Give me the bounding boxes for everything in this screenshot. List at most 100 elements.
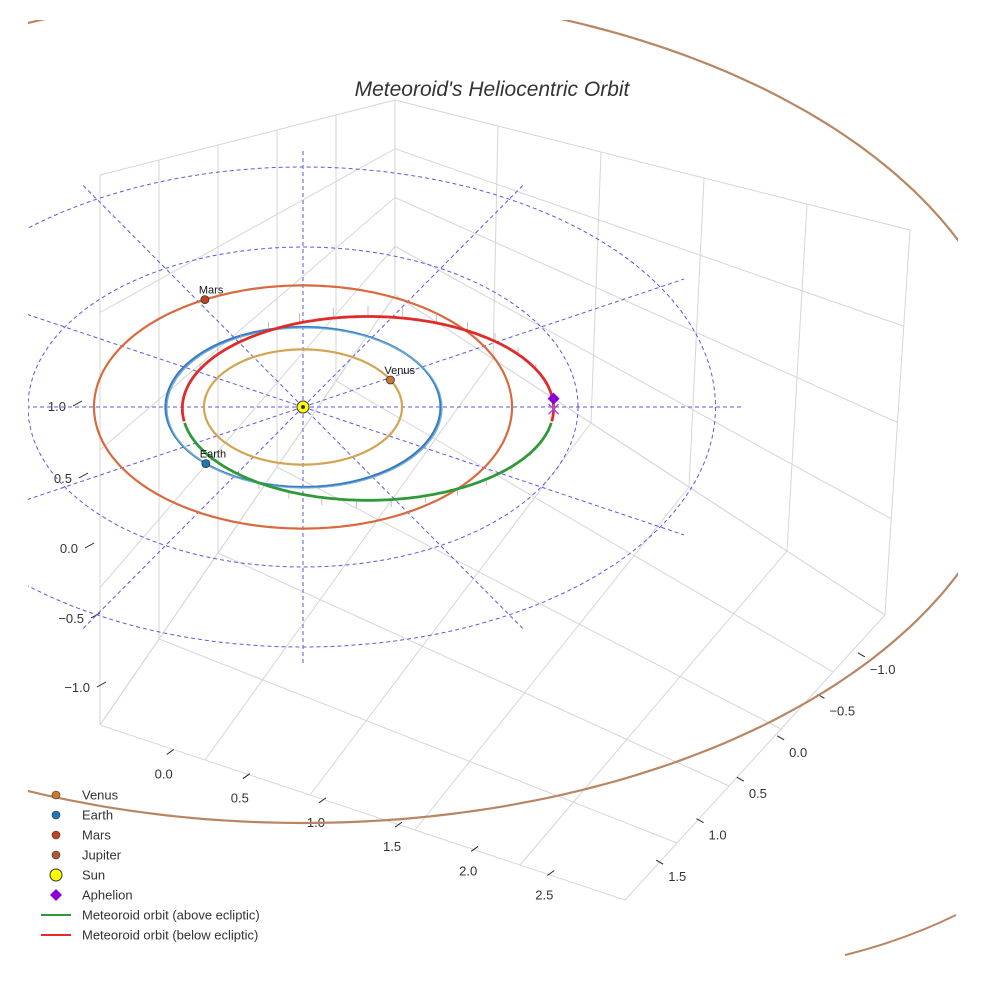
ecliptic-reference-spoke (28, 314, 304, 408)
floor-gridline (204, 358, 494, 761)
wall-gridline (394, 245, 892, 520)
legend-swatch-marker (51, 830, 61, 840)
wall-gridline (394, 148, 904, 327)
aphelion-marker (547, 392, 560, 405)
wall-gridline (394, 197, 898, 423)
ecliptic-reference-circle (28, 166, 716, 648)
meteoroid-orbit-below (180, 315, 555, 422)
floor-gridline (309, 422, 592, 796)
legend-label: Aphelion (82, 888, 133, 903)
tick-mark (696, 818, 704, 824)
legend-swatch-diamond (50, 889, 62, 901)
y-tick-label: 1.0 (709, 828, 727, 843)
tick-mark (72, 400, 83, 407)
orbit-earth-shadow (166, 327, 443, 489)
tick-mark (470, 845, 479, 852)
ecliptic-reference-spoke (302, 406, 685, 536)
x-tick-label: 2.5 (535, 887, 553, 902)
axis-ticks: 0.00.51.01.52.02.5−1.0−0.50.00.51.01.5−1… (48, 399, 896, 902)
x-tick-label: 0.5 (231, 791, 249, 806)
ecliptic-reference-spoke (28, 406, 304, 500)
orbit-mars (92, 284, 514, 530)
floor-gridline (158, 638, 678, 844)
legend-item: Mars (51, 828, 111, 843)
legend-item: Sun (49, 868, 105, 883)
tick-mark (547, 870, 555, 876)
meteoroid-orbit-below (180, 408, 186, 422)
tick-mark (84, 542, 95, 549)
wall-gridline (99, 148, 396, 313)
floor-gridline (99, 724, 626, 901)
legend-swatch-sun (49, 868, 63, 882)
floor-gridline (519, 550, 788, 866)
legend-label: Mars (82, 828, 111, 843)
z-tick-label: −0.5 (58, 611, 84, 626)
wall-gridline (99, 197, 396, 451)
ecliptic-reference-spoke (302, 406, 524, 630)
legend-swatch-marker (51, 850, 61, 860)
legend-label: Venus (82, 788, 119, 803)
tick-mark (318, 797, 327, 804)
tick-mark (776, 735, 785, 741)
tick-mark (78, 472, 89, 479)
legend-label: Sun (82, 868, 105, 883)
aphelion-projection-marker (548, 403, 560, 415)
y-tick-label: 1.5 (668, 869, 686, 884)
sun-center (301, 405, 305, 409)
y-tick-label: −1.0 (870, 662, 896, 677)
wall-gridline (99, 294, 396, 726)
plot-area: Venus Earth Mars (28, 20, 958, 956)
legend-item: Meteoroid orbit (below ecliptic) (41, 928, 258, 943)
wall-gridline (394, 99, 911, 231)
legend-label: Meteoroid orbit (above ecliptic) (82, 908, 260, 923)
floor-gridline (217, 552, 730, 787)
orbit-jupiter (28, 20, 958, 825)
planet-marker-mars (200, 295, 210, 305)
orbit-jupiter-arc (844, 914, 957, 956)
tick-mark (242, 773, 251, 780)
legend-item: Meteoroid orbit (above ecliptic) (41, 908, 260, 923)
legend-item: Aphelion (50, 888, 133, 903)
legend-swatch-marker (51, 790, 61, 800)
floor-gridline (624, 614, 886, 901)
meteoroid-orbit-above (183, 422, 553, 502)
legend-label: Jupiter (82, 848, 122, 863)
y-tick-label: 0.0 (789, 745, 807, 760)
orbit-venus (202, 348, 404, 466)
legend-item: Venus (51, 788, 119, 803)
chart-title: Meteoroid's Heliocentric Orbit (355, 78, 631, 101)
x-tick-label: 1.5 (383, 839, 401, 854)
tick-mark (655, 859, 664, 865)
x-tick-label: 2.0 (459, 863, 477, 878)
floor-gridline (335, 380, 834, 673)
ecliptic-reference-spoke (302, 184, 524, 408)
tick-mark (857, 652, 866, 658)
planet-label-earth: Earth (200, 449, 226, 461)
legend-item: Jupiter (51, 848, 122, 863)
legend-swatch-marker (51, 810, 61, 820)
planet-label-venus: Venus (384, 365, 415, 377)
tick-mark (736, 776, 745, 782)
legend: Venus Earth Mars Jupiter Sun Aphelion Meteoroi… (41, 788, 260, 943)
legend-item: Earth (51, 808, 113, 823)
y-tick-label: −0.5 (829, 703, 855, 718)
axis-panes (99, 99, 911, 901)
z-tick-label: 0.5 (54, 471, 72, 486)
floor-gridline (414, 486, 690, 831)
x-tick-label: 0.0 (155, 767, 173, 782)
tick-mark (166, 749, 174, 755)
legend-label: Earth (82, 808, 113, 823)
floor-gridline (276, 466, 782, 730)
ecliptic-reference-spoke (82, 184, 304, 408)
wall-gridline (99, 99, 396, 176)
y-tick-label: 0.5 (749, 786, 767, 801)
wall-gridline (99, 245, 396, 588)
tick-mark (96, 681, 107, 688)
z-tick-label: 0.0 (60, 541, 78, 556)
planet-marker-earth (201, 459, 211, 469)
planet-marker-venus (385, 375, 395, 385)
legend-label: Meteoroid orbit (below ecliptic) (82, 928, 258, 943)
z-tick-label: −1.0 (64, 680, 90, 695)
planet-label-mars: Mars (199, 285, 224, 297)
